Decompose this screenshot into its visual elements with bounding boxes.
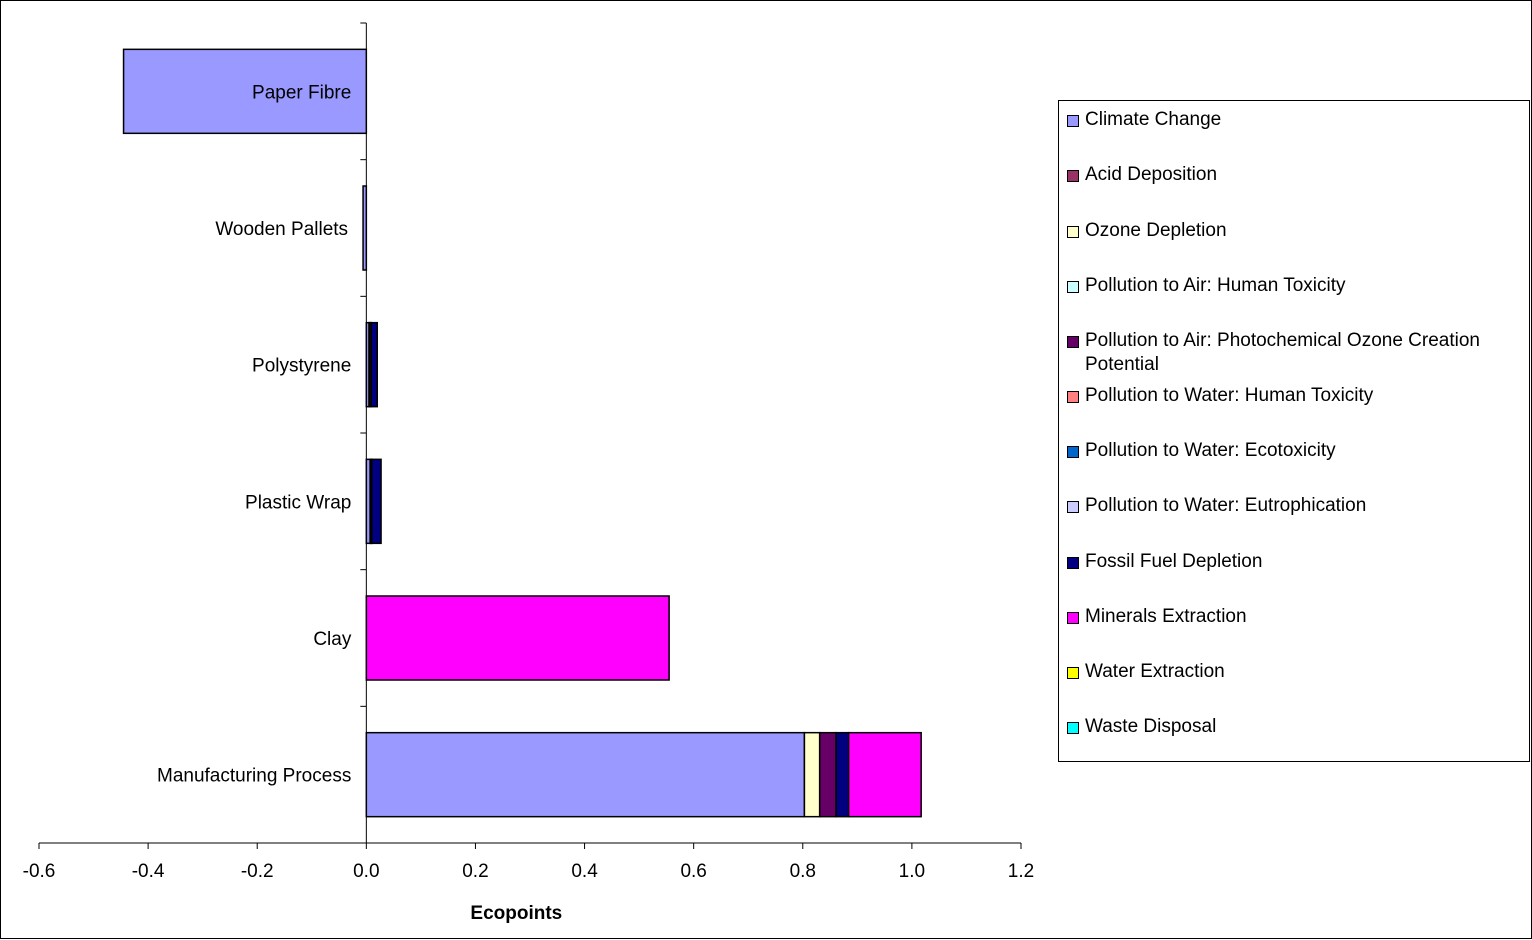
legend-label: Pollution to Air: Human Toxicity: [1085, 275, 1346, 296]
x-tick-label: 0.6: [680, 861, 706, 882]
x-tick-label: 0.8: [790, 861, 816, 882]
x-tick-label: 0.2: [462, 861, 488, 882]
legend-label: Pollution to Air: Photochemical Ozone Cr…: [1085, 330, 1480, 375]
legend-label: Fossil Fuel Depletion: [1085, 551, 1263, 572]
legend-item: Water Extraction: [1067, 660, 1525, 684]
legend-swatch: [1067, 336, 1079, 348]
legend-item: Pollution to Air: Human Toxicity: [1067, 274, 1525, 298]
legend-label: Pollution to Water: Eutrophication: [1085, 495, 1367, 516]
legend-swatch: [1067, 391, 1079, 403]
legend-item: Pollution to Air: Photochemical Ozone Cr…: [1067, 329, 1525, 377]
legend-swatch: [1067, 612, 1079, 624]
legend-swatch: [1067, 446, 1079, 458]
legend: Climate Change Acid Deposition Ozone Deple…: [1058, 100, 1530, 762]
legend-item: Fossil Fuel Depletion: [1067, 550, 1525, 574]
legend-item: Minerals Extraction: [1067, 605, 1525, 629]
legend-swatch: [1067, 115, 1079, 127]
bar-segment: [122, 48, 368, 135]
legend-label: Waste Disposal: [1085, 716, 1217, 737]
category-label: Clay: [313, 629, 352, 650]
bar-segment: [365, 595, 670, 681]
bar-segment: [362, 185, 368, 271]
legend-swatch: [1067, 226, 1079, 238]
bar-segment: [847, 731, 922, 818]
x-tick-label: 0.4: [571, 861, 598, 882]
legend-item: Acid Deposition: [1067, 163, 1525, 187]
bar-segment: [365, 731, 806, 818]
bar-segment: [371, 458, 382, 545]
legend-label: Minerals Extraction: [1085, 606, 1247, 627]
legend-item: Pollution to Water: Human Toxicity: [1067, 384, 1525, 408]
bar-segment: [835, 731, 850, 818]
x-tick-label: 1.0: [899, 861, 925, 882]
legend-swatch: [1067, 557, 1079, 569]
legend-swatch: [1067, 170, 1079, 182]
legend-item: Climate Change: [1067, 108, 1525, 132]
legend-label: Pollution to Water: Human Toxicity: [1085, 385, 1374, 406]
legend-label: Ozone Depletion: [1085, 220, 1227, 241]
x-tick-label: 1.2: [1008, 861, 1034, 882]
x-axis-title: Ecopoints: [470, 903, 562, 924]
x-tick-label: -0.6: [23, 861, 56, 882]
legend-label: Climate Change: [1085, 109, 1222, 130]
x-tick-label: 0.0: [353, 861, 379, 882]
category-label: Plastic Wrap: [245, 492, 351, 513]
legend-label: Water Extraction: [1085, 661, 1225, 682]
bar-segment: [818, 731, 837, 818]
x-tick-label: -0.2: [241, 861, 274, 882]
legend-swatch: [1067, 722, 1079, 734]
legend-item: Pollution to Water: Ecotoxicity: [1067, 439, 1525, 463]
bar-segment: [803, 731, 821, 818]
legend-label: Pollution to Water: Ecotoxicity: [1085, 440, 1336, 461]
bar-segment: [370, 321, 378, 408]
category-label: Wooden Pallets: [215, 219, 348, 240]
legend-swatch: [1067, 501, 1079, 513]
category-label: Paper Fibre: [252, 82, 351, 103]
legend-item: Pollution to Water: Eutrophication: [1067, 494, 1525, 518]
legend-item: Ozone Depletion: [1067, 219, 1525, 243]
legend-label: Acid Deposition: [1085, 164, 1218, 185]
legend-item: Waste Disposal: [1067, 715, 1525, 739]
legend-swatch: [1067, 281, 1079, 293]
category-label: Polystyrene: [252, 356, 351, 377]
category-label: Manufacturing Process: [157, 766, 351, 787]
x-tick-label: -0.4: [132, 861, 165, 882]
legend-swatch: [1067, 667, 1079, 679]
